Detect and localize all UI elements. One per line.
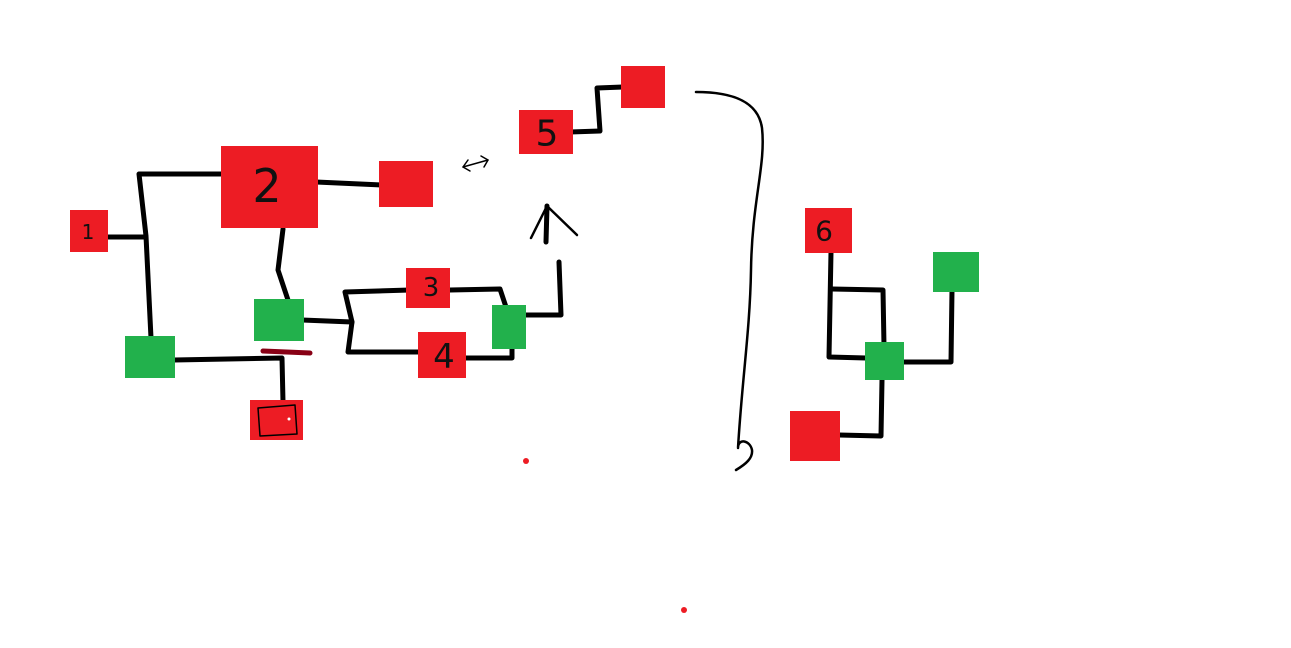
marker-stroke [260, 348, 313, 356]
green-nodes [125, 252, 979, 380]
node-5-label: 5 [536, 114, 559, 155]
wire-green-to-arrow [521, 259, 564, 318]
wire-node2-to-center-green [275, 226, 291, 303]
node-6-label: 6 [815, 215, 833, 248]
up-arrow-icon [529, 203, 579, 245]
node-1 [70, 210, 108, 252]
wire-green-to-top-green [900, 287, 955, 365]
wires-right-cluster [826, 249, 955, 439]
double-arrow-icon [462, 155, 489, 172]
node-1-label: 1 [82, 220, 95, 244]
wire-left-green-to-bottom [171, 355, 286, 405]
green-node-left [125, 336, 175, 378]
wire-node3-to-green [447, 286, 509, 310]
red-square-right-of-2 [379, 161, 433, 207]
node-2-label: 2 [252, 159, 281, 213]
node-4-label: 4 [433, 337, 455, 377]
wire-branch-bottom [345, 319, 423, 355]
wire-loop [829, 286, 887, 349]
node-4 [418, 332, 466, 378]
wire-node6-down [826, 249, 869, 361]
wire-branch-top [342, 287, 413, 325]
wire-green-to-bottom-red [836, 377, 885, 439]
green-node-branch-end [492, 305, 526, 349]
red-nodes [70, 66, 852, 461]
node-3 [406, 268, 450, 308]
stray-dot-2 [681, 607, 687, 613]
wire-center-green-to-branch [299, 317, 355, 325]
long-curve-line [694, 90, 764, 472]
stray-dot-1 [523, 458, 529, 464]
wire-node2-to-right-square [313, 179, 385, 188]
wire-node5-to-top-square [567, 84, 626, 135]
green-node-center [254, 299, 304, 341]
inner-outline [257, 404, 298, 437]
red-square-bottom-right [790, 411, 840, 461]
wire-node2-to-left-rail [136, 171, 227, 341]
node-5 [519, 110, 573, 154]
wire-node4-to-green [463, 342, 515, 361]
green-node-right-hub [865, 342, 904, 380]
node-3-label: 3 [423, 273, 440, 303]
node-6 [805, 208, 852, 253]
node-2 [221, 146, 318, 228]
wires-left-cluster [102, 171, 564, 405]
green-node-right-top [933, 252, 979, 292]
red-square-top [621, 66, 665, 108]
inner-dot [287, 417, 291, 421]
